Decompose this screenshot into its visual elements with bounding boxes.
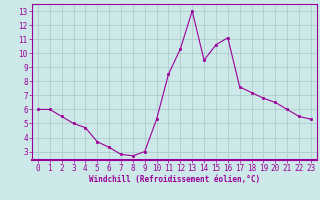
X-axis label: Windchill (Refroidissement éolien,°C): Windchill (Refroidissement éolien,°C) — [89, 175, 260, 184]
